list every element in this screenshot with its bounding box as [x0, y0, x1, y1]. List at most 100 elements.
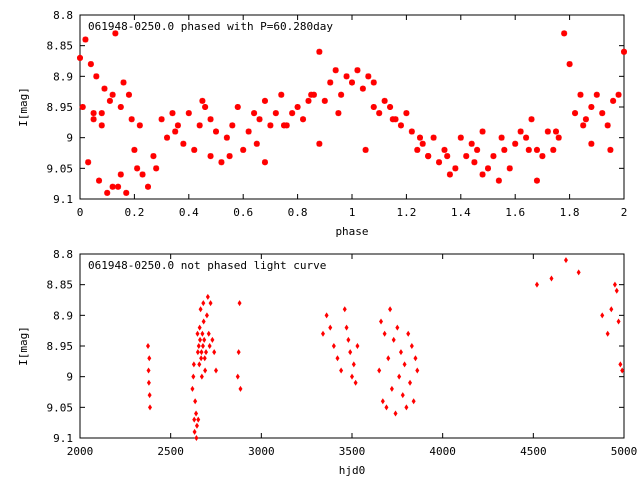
phased-x-tick-label: 0.4 [179, 206, 199, 219]
phased-data-point [501, 146, 508, 153]
phased-data-point [338, 91, 345, 98]
unphased-data-point [600, 312, 605, 319]
unphased-data-points [146, 257, 625, 441]
unphased-x-tick-label: 3500 [339, 445, 366, 458]
phased-data-point [463, 153, 470, 160]
phased-data-point [253, 140, 260, 147]
phased-data-point [544, 128, 551, 135]
phased-data-point [191, 146, 198, 153]
phased-data-point [196, 122, 203, 129]
phased-data-point [267, 122, 274, 129]
phased-y-tick-label: 9.05 [47, 162, 74, 175]
unphased-y-tick-label: 8.85 [47, 279, 74, 292]
phased-data-point [362, 146, 369, 153]
phased-data-point [332, 67, 339, 74]
unphased-data-point [146, 379, 151, 386]
phased-data-point [457, 134, 464, 141]
unphased-x-tick-label: 4500 [520, 445, 547, 458]
phased-data-point [512, 140, 519, 147]
phased-x-axis-label: phase [335, 225, 368, 238]
unphased-data-point [576, 269, 581, 276]
phased-data-point [278, 91, 285, 98]
unphased-data-point [202, 336, 207, 343]
phased-data-point [218, 159, 225, 166]
phased-data-point [430, 134, 437, 141]
phased-data-point [174, 122, 181, 129]
phased-data-point [123, 189, 130, 196]
phased-data-point [305, 97, 312, 104]
unphased-data-point [348, 349, 353, 356]
unphased-data-point [191, 361, 196, 368]
unphased-data-point [400, 392, 405, 399]
phased-data-point [335, 110, 342, 117]
phased-data-point [550, 146, 557, 153]
phased-data-point [79, 104, 86, 110]
unphased-data-point [331, 343, 336, 349]
phased-data-point [77, 54, 83, 61]
phased-data-point [349, 79, 355, 86]
phased-data-point [93, 73, 100, 80]
phased-data-point [485, 165, 491, 172]
phased-data-point [109, 183, 116, 190]
phased-data-point [425, 153, 432, 160]
unphased-data-point [350, 373, 354, 380]
unphased-data-point [409, 343, 414, 349]
phased-data-point [98, 122, 105, 129]
phased-data-point [213, 128, 219, 135]
unphased-x-tick-label: 3000 [248, 445, 275, 458]
phased-data-point [229, 122, 236, 129]
unphased-data-point [201, 300, 206, 307]
phased-data-point [256, 116, 263, 123]
phased-data-point [566, 61, 573, 68]
phased-data-point [98, 110, 105, 117]
unphased-data-point [344, 324, 349, 331]
unphased-data-point [393, 410, 398, 417]
unphased-data-point [609, 306, 614, 313]
phased-data-point [158, 116, 165, 123]
unphased-data-point [195, 330, 200, 337]
phased-data-point [117, 104, 124, 110]
phased-y-tick-label: 9 [66, 132, 73, 145]
unphased-data-point [377, 367, 382, 374]
phased-data-point [414, 146, 421, 153]
phased-data-point [294, 104, 301, 110]
unphased-data-point [191, 373, 196, 380]
unphased-data-point [214, 367, 218, 374]
unphased-data-point [388, 306, 393, 313]
phased-data-point [316, 140, 323, 147]
unphased-data-point [320, 330, 325, 337]
phased-data-point [389, 116, 396, 123]
unphased-data-point [384, 404, 389, 411]
phased-data-point [101, 85, 108, 92]
phased-y-tick-label: 9.1 [53, 193, 73, 206]
phased-data-point [308, 91, 315, 98]
phased-data-point [245, 128, 252, 135]
unphased-data-point [198, 336, 203, 343]
phased-data-point [468, 140, 475, 147]
unphased-data-point [397, 373, 402, 380]
phased-data-point [490, 153, 497, 160]
phased-data-point [495, 177, 502, 184]
unphased-data-point [355, 343, 360, 349]
unphased-data-point [199, 355, 204, 362]
phased-data-point [136, 122, 143, 129]
unphased-data-point [380, 398, 385, 405]
unphased-data-point [351, 361, 356, 368]
unphased-data-point [237, 300, 242, 307]
phased-data-point [498, 134, 505, 141]
phased-data-point [185, 110, 192, 117]
phased-data-point [150, 153, 157, 160]
unphased-data-point [203, 367, 208, 374]
phased-data-point [471, 159, 478, 166]
unphased-data-point [346, 336, 351, 343]
phased-data-point [370, 104, 377, 110]
phased-x-tick-label: 1.4 [451, 206, 471, 219]
unphased-data-point [620, 367, 625, 374]
phased-data-point [525, 146, 532, 153]
unphased-panel: 2000 2500 3000 3500 4000 4500 5000 8.8 8.85 8.9 8.… [17, 248, 637, 477]
phased-data-point [87, 61, 94, 68]
phased-data-point [134, 165, 141, 172]
unphased-data-point [398, 349, 403, 356]
